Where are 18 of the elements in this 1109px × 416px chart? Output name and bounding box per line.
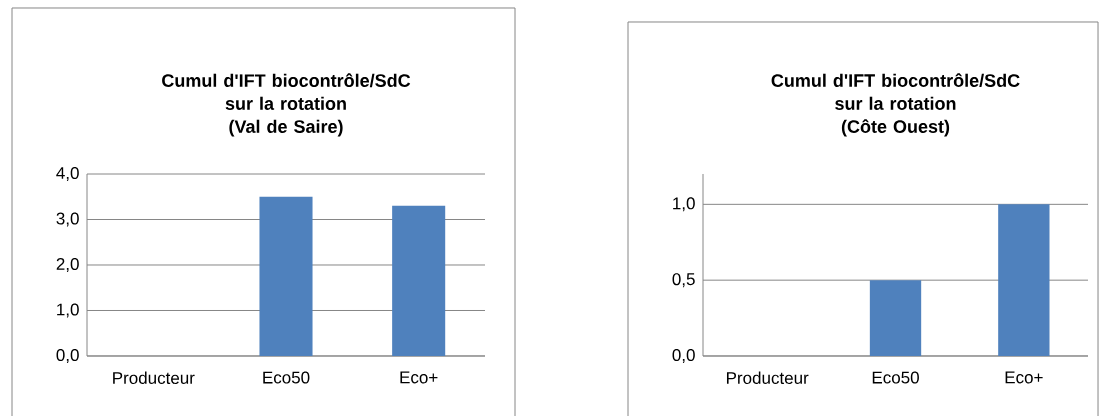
chart-title: Cumul d'IFT biocontrôle/SdC sur la rotation xyxy=(162,73,411,110)
chart-title: Cumul d'IFT biocontrôle/SdC sur la rotation xyxy=(771,73,1020,110)
y-tick-label: 0,0 xyxy=(672,348,695,364)
y-tick-label: 2,0 xyxy=(56,257,79,273)
y-tick-label: 4,0 xyxy=(56,166,79,182)
y-tick-label: 1,0 xyxy=(57,303,79,318)
y-tick-label: 3,0 xyxy=(56,212,79,227)
x-tick-label: Eco50 xyxy=(872,371,919,384)
y-tick-label: 1,0 xyxy=(673,197,695,212)
x-tick-label: Eco+ xyxy=(400,371,438,384)
chart-subtitle: (Val de Saire) xyxy=(229,119,343,137)
chart-subtitle: (Côte Ouest) xyxy=(841,119,950,137)
x-tick-label: Producteur xyxy=(113,371,195,385)
x-tick-label: Producteur xyxy=(726,371,809,385)
y-tick-label: 0,0 xyxy=(56,348,79,364)
x-tick-label: Eco+ xyxy=(1005,371,1043,384)
y-tick-label: 0,5 xyxy=(672,273,695,288)
x-tick-label: Eco50 xyxy=(263,371,310,384)
